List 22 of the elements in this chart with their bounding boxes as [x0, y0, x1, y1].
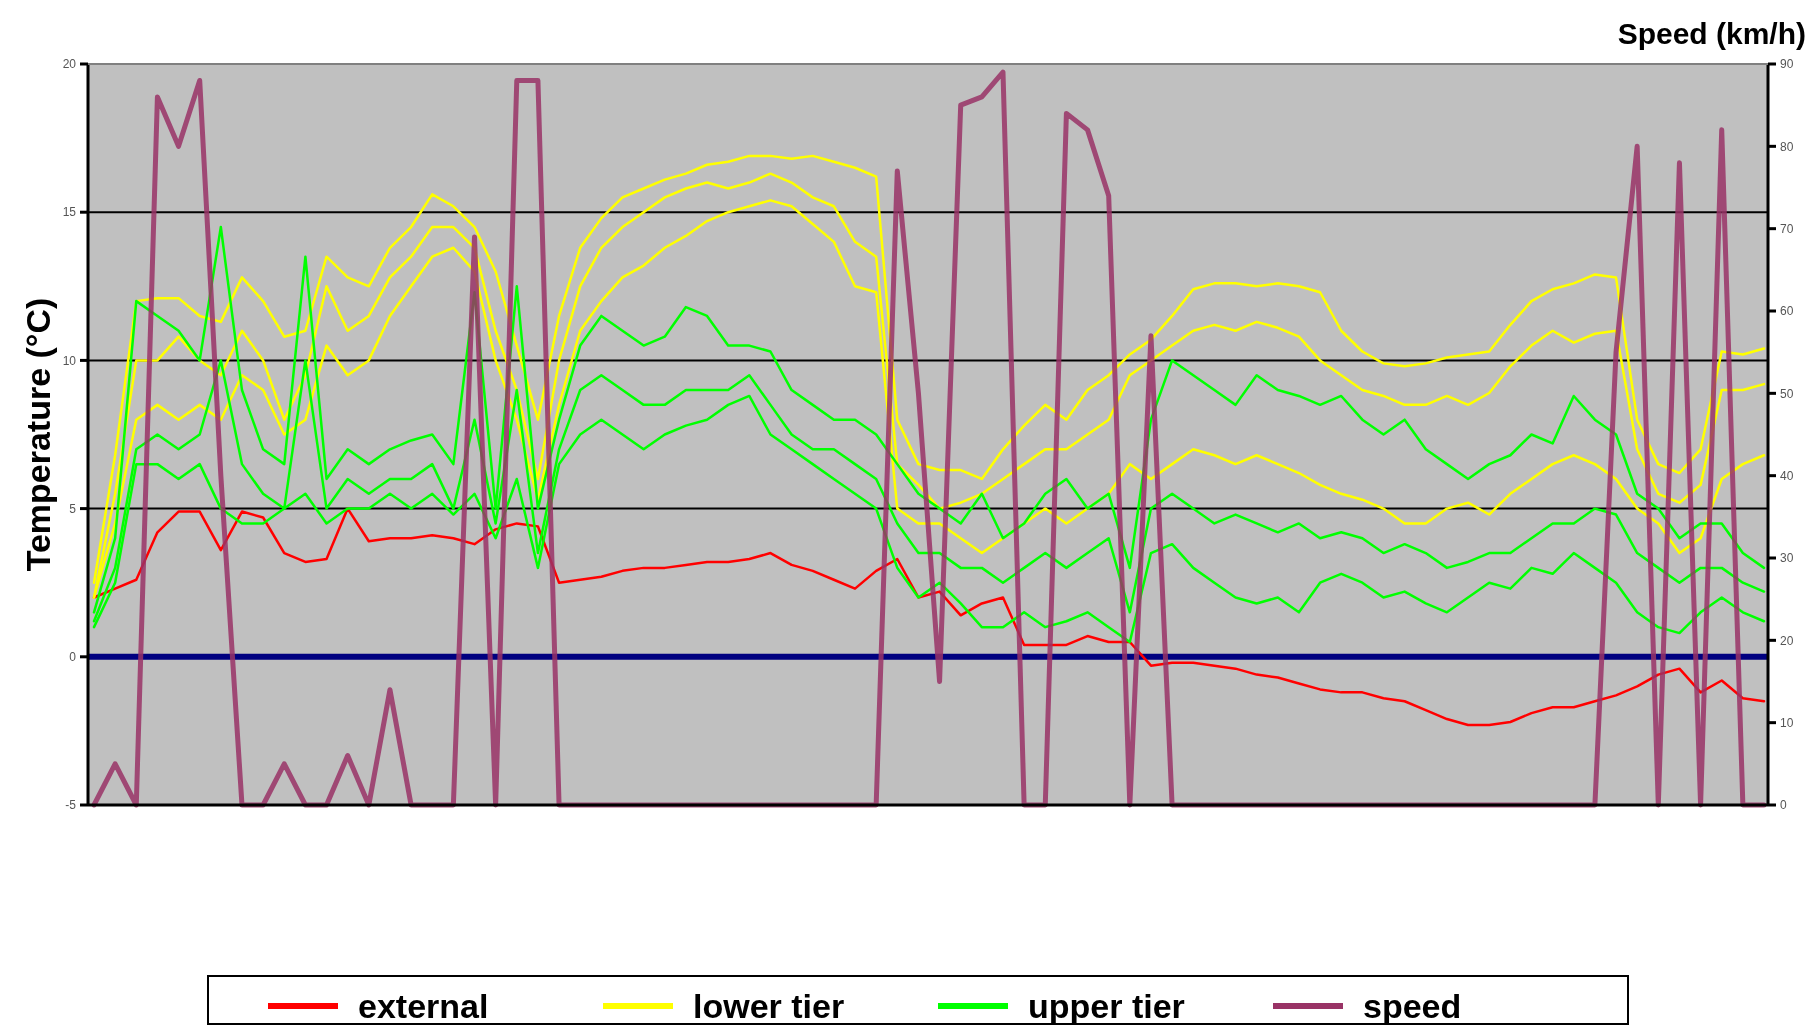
legend-label: upper tier — [1028, 986, 1185, 1025]
y2-tick-label: 50 — [1780, 386, 1794, 401]
y-tick-label: -5 — [65, 798, 77, 813]
y2-tick-label: 80 — [1780, 139, 1794, 154]
legend-label: speed — [1363, 986, 1462, 1025]
y2-tick-label: 10 — [1780, 715, 1794, 730]
y2-tick-label: 0 — [1780, 798, 1787, 813]
y2-tick-label: 40 — [1780, 468, 1794, 483]
y-tick-label: 0 — [69, 650, 77, 664]
y-axis-title: Temperature (°C) — [19, 297, 57, 572]
y-tick-label: 20 — [62, 57, 77, 72]
y-tick-label: 5 — [69, 501, 77, 516]
y2-tick-label: 30 — [1780, 551, 1794, 566]
y2-axis-title: Speed (km/h) — [1617, 17, 1806, 50]
y2-tick-label: 20 — [1780, 633, 1794, 648]
y2-tick-label: 90 — [1780, 57, 1794, 72]
y2-tick-label: 70 — [1780, 221, 1794, 236]
legend-label: external — [358, 986, 489, 1025]
y2-tick-label: 60 — [1780, 304, 1794, 319]
y-tick-label: 15 — [62, 205, 77, 220]
y-tick-label: 10 — [62, 353, 77, 368]
legend-label: lower tier — [693, 986, 845, 1025]
